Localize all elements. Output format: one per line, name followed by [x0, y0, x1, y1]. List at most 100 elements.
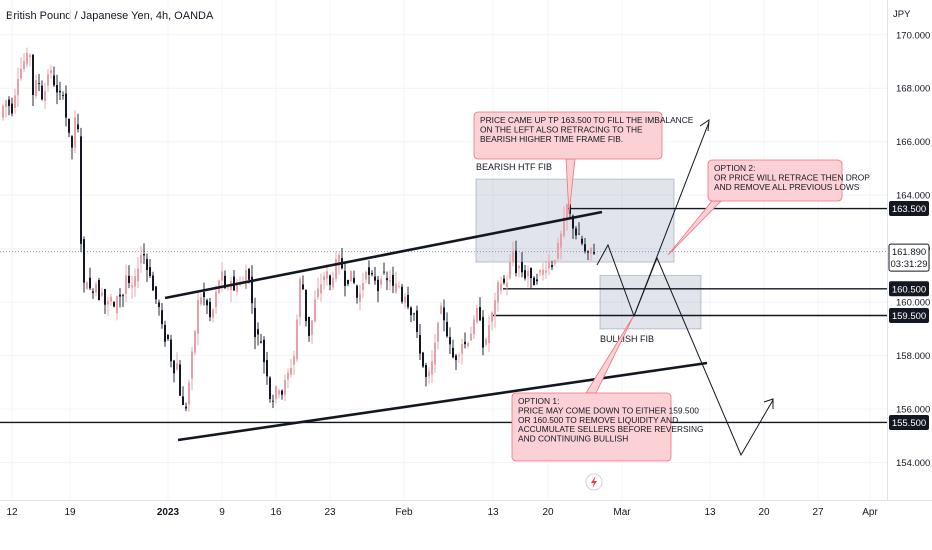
candle-body — [137, 268, 139, 282]
candle-body — [134, 276, 136, 287]
callout-text-line: OR 160.500 TO REMOVE LIQUIDITY AND — [518, 415, 678, 425]
callout-text-line: BEARISH HIGHER TIME FRAME FIB. — [480, 134, 623, 144]
candle-body — [170, 339, 172, 362]
candle-body — [464, 341, 466, 345]
level-price-badge — [889, 281, 929, 297]
candle-body — [269, 377, 271, 399]
fib-zone-label: BEARISH HTF FIB — [476, 162, 552, 172]
candle-body — [104, 288, 106, 305]
candle-body — [548, 262, 550, 269]
candle-body — [401, 286, 403, 302]
candle-body — [113, 302, 115, 307]
candle-body — [260, 341, 262, 343]
candle-body — [107, 301, 109, 305]
candle-body — [419, 334, 421, 354]
candle-body — [251, 276, 253, 304]
candle-body — [284, 380, 286, 395]
x-tick-label: 12 — [6, 507, 18, 518]
candle-body — [290, 367, 292, 375]
candle-body — [569, 204, 571, 214]
horizontal-levels — [0, 207, 887, 424]
candle-body — [374, 276, 376, 281]
candle-body — [545, 270, 547, 273]
callout-box[interactable] — [707, 159, 843, 202]
candle-body — [86, 282, 88, 290]
candle-body — [317, 288, 319, 298]
candle-body — [47, 74, 49, 86]
candle-body — [443, 307, 445, 321]
candle-body — [302, 284, 304, 290]
candle-body — [314, 299, 316, 322]
level-price-badge-text: 160.500 — [892, 284, 926, 295]
x-tick-label: Feb — [395, 507, 413, 518]
candle-body — [353, 277, 355, 283]
candle-body — [536, 279, 538, 282]
candle-body — [125, 275, 127, 294]
candle-body — [176, 363, 178, 370]
x-tick-label: Apr — [862, 507, 878, 518]
candle-body — [38, 82, 40, 84]
callout-text-line: AND REMOVE ALL PREVIOUS LOWS — [714, 182, 860, 192]
level-price-badge-text: 155.500 — [892, 418, 926, 429]
x-tick-label: 19 — [64, 507, 76, 518]
candle-body — [41, 85, 43, 100]
candle-body — [266, 360, 268, 377]
candle-body — [515, 250, 517, 274]
last-price-badge — [888, 243, 930, 272]
candle-body — [452, 347, 454, 358]
candle-body — [386, 278, 388, 281]
candle-body — [533, 277, 535, 286]
callout-box[interactable] — [473, 111, 663, 160]
callout-text-line: ACCUMULATE SELLERS BEFORE REVERSING — [518, 424, 704, 434]
x-tick-label: 23 — [324, 507, 336, 518]
x-tick-label: Mar — [613, 507, 631, 518]
candle-body — [68, 118, 70, 133]
candle-body — [467, 343, 469, 347]
candle-body — [509, 262, 511, 279]
y-tick-label: 166.000 — [896, 137, 930, 148]
candle-body — [23, 61, 25, 69]
lightning-icon[interactable] — [585, 473, 603, 491]
candle-body — [521, 262, 523, 273]
candle-body — [296, 319, 298, 360]
price-badges: 163.500 160.500 159.500 155.500 161.89003:31… — [888, 201, 930, 430]
candle-body — [212, 309, 214, 318]
arrow-head-right — [763, 398, 774, 409]
candle-body — [20, 68, 22, 79]
last-price-text: 161.890 — [892, 247, 926, 258]
candle-body — [563, 217, 565, 237]
candle-body — [425, 365, 427, 377]
candle-body — [311, 320, 313, 335]
candle-body — [584, 244, 586, 252]
candle-body — [575, 228, 577, 236]
candle-body — [320, 284, 322, 294]
candle-body — [65, 93, 67, 118]
callout-text-line: OPTION 1: — [518, 396, 559, 406]
candle-body — [590, 247, 592, 254]
option-2-projection — [633, 256, 774, 457]
candle-body — [389, 279, 391, 282]
candle-body — [392, 274, 394, 286]
candle-body — [344, 270, 346, 286]
candle-body — [488, 325, 490, 344]
callout-box[interactable] — [511, 392, 672, 462]
candle-body — [380, 279, 382, 285]
candle-body — [428, 371, 430, 377]
candle-body — [413, 313, 415, 315]
candle-body — [221, 271, 223, 281]
candle-body — [149, 267, 151, 276]
candle-body — [347, 279, 349, 285]
y-tick-label: 158.000 — [896, 351, 930, 362]
fib-zones: BEARISH HTF FIB BULLISH FIB — [475, 162, 702, 344]
candle-body — [506, 282, 508, 287]
candle-body — [368, 267, 370, 275]
candle-body — [407, 294, 409, 308]
candle-body — [83, 239, 85, 283]
y-tick-label: 160.000 — [896, 298, 930, 309]
candle-body — [434, 342, 436, 365]
x-tick-label: 13 — [704, 507, 716, 518]
candle-body — [524, 270, 526, 279]
candle-body — [479, 307, 481, 321]
candle-body — [215, 291, 217, 308]
